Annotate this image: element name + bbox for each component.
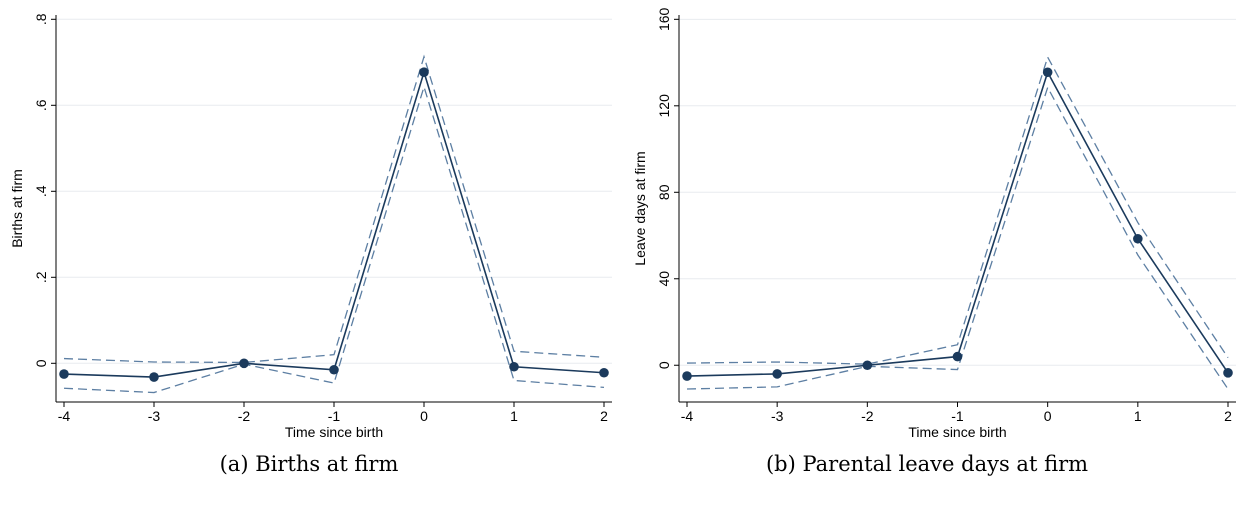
x-tick-label: -4: [58, 408, 71, 424]
x-tick-label: 1: [1134, 408, 1142, 424]
y-tick-label: 0: [656, 361, 672, 369]
x-tick-label: -4: [681, 408, 694, 424]
data-point: [509, 361, 519, 372]
data-point: [952, 351, 963, 362]
y-tick-label: .4: [33, 185, 49, 197]
data-point: [862, 360, 873, 371]
x-tick-label: -1: [328, 408, 341, 424]
y-tick-label: 160: [656, 7, 672, 31]
caption-births: (a) Births at firm: [219, 452, 399, 476]
y-tick-label: .6: [33, 99, 49, 111]
data-point: [239, 358, 249, 369]
x-axis-title: Time since birth: [908, 424, 1006, 440]
series-line-ci-upper: [63, 54, 605, 364]
y-tick-label: 40: [656, 271, 672, 287]
y-axis-title: Births at firm: [9, 169, 25, 248]
data-point: [1133, 233, 1143, 244]
data-point: [1042, 67, 1053, 78]
series-line-ci-upper: [686, 55, 1229, 365]
x-tick-label: -2: [238, 408, 251, 424]
data-point: [329, 364, 339, 375]
x-tick-label: 0: [1044, 408, 1052, 424]
y-tick-label: .8: [33, 13, 49, 25]
series-line-estimate: [63, 69, 605, 378]
caption-leave-days: (b) Parental leave days at firm: [765, 452, 1089, 476]
data-point: [1223, 368, 1233, 378]
series-line-estimate: [686, 70, 1229, 377]
x-tick-label: 2: [600, 408, 608, 424]
x-tick-label: -3: [148, 408, 161, 424]
y-tick-label: 80: [656, 184, 672, 200]
x-tick-label: -3: [771, 408, 784, 424]
data-point: [772, 369, 782, 379]
data-point: [59, 369, 69, 379]
x-axis-title: Time since birth: [285, 424, 383, 440]
data-point: [682, 371, 692, 381]
data-point: [149, 372, 159, 382]
x-tick-label: 2: [1224, 408, 1232, 424]
series-line-ci-lower: [686, 85, 1229, 390]
x-tick-label: 0: [420, 408, 428, 424]
y-tick-label: .2: [33, 271, 49, 283]
y-axis-title: Leave days at firm: [632, 151, 648, 265]
y-tick-label: 120: [656, 94, 672, 118]
x-tick-label: -1: [951, 408, 964, 424]
x-tick-label: 1: [510, 408, 518, 424]
data-point: [599, 367, 609, 378]
chart-panel-leave-days: 0 40 80 120 160 -4 -3 -2 -1 0 1 2 Time since birth Le…: [632, 7, 1236, 440]
x-tick-label: -2: [861, 408, 874, 424]
chart-panel-births: 0 .2 .4 .6 .8 -4 -3 -2 -1 0 1 2 Time since birth Birt…: [9, 13, 612, 440]
data-point: [419, 67, 429, 77]
series-line-ci-lower: [63, 84, 605, 394]
y-tick-label: 0: [33, 359, 49, 367]
